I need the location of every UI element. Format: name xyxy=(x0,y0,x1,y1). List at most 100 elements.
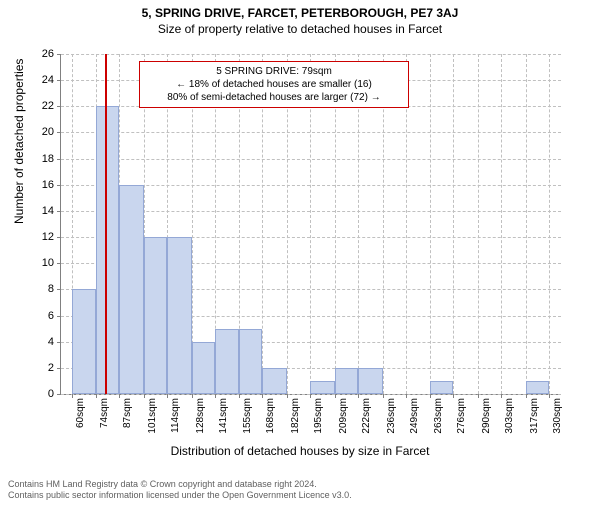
xtick-label: 222sqm xyxy=(361,398,372,434)
xtick-mark xyxy=(310,394,311,398)
xtick-mark xyxy=(262,394,263,398)
gridline-vertical xyxy=(478,54,479,394)
xtick-mark xyxy=(72,394,73,398)
xtick-mark xyxy=(358,394,359,398)
histogram-bar xyxy=(526,381,549,394)
chart-subtitle: Size of property relative to detached ho… xyxy=(0,22,600,36)
xtick-mark xyxy=(383,394,384,398)
histogram-bar xyxy=(239,329,262,394)
footer-line-2: Contains public sector information licen… xyxy=(8,490,352,502)
ytick-mark xyxy=(57,132,61,133)
ytick-mark xyxy=(57,316,61,317)
xtick-label: 317sqm xyxy=(529,398,540,434)
xtick-mark xyxy=(287,394,288,398)
ytick-label: 24 xyxy=(24,74,54,86)
histogram-bar xyxy=(72,289,97,394)
ytick-label: 14 xyxy=(24,205,54,217)
xtick-mark xyxy=(453,394,454,398)
gridline-vertical xyxy=(453,54,454,394)
ytick-label: 8 xyxy=(24,283,54,295)
xtick-label: 141sqm xyxy=(218,398,229,434)
xtick-label: 182sqm xyxy=(290,398,301,434)
histogram-bar xyxy=(215,329,240,394)
histogram-bar xyxy=(335,368,358,394)
xtick-mark xyxy=(119,394,120,398)
chart-area: 60sqm74sqm87sqm101sqm114sqm128sqm141sqm1… xyxy=(60,54,560,394)
xtick-label: 128sqm xyxy=(195,398,206,434)
ytick-label: 16 xyxy=(24,179,54,191)
xtick-mark xyxy=(144,394,145,398)
ytick-label: 4 xyxy=(24,336,54,348)
ytick-label: 12 xyxy=(24,231,54,243)
xtick-label: 290sqm xyxy=(481,398,492,434)
xtick-mark xyxy=(478,394,479,398)
histogram-bar xyxy=(358,368,383,394)
histogram-bar xyxy=(310,381,335,394)
footer-line-1: Contains HM Land Registry data © Crown c… xyxy=(8,479,352,491)
annotation-box: 5 SPRING DRIVE: 79sqm← 18% of detached h… xyxy=(139,61,409,108)
ytick-label: 0 xyxy=(24,388,54,400)
ytick-mark xyxy=(57,54,61,55)
chart-title: 5, SPRING DRIVE, FARCET, PETERBOROUGH, P… xyxy=(0,6,600,20)
xtick-mark xyxy=(501,394,502,398)
gridline-vertical xyxy=(501,54,502,394)
ytick-mark xyxy=(57,159,61,160)
histogram-bar xyxy=(167,237,192,394)
ytick-mark xyxy=(57,368,61,369)
xtick-mark xyxy=(192,394,193,398)
ytick-mark xyxy=(57,289,61,290)
ytick-mark xyxy=(57,394,61,395)
xtick-label: 195sqm xyxy=(313,398,324,434)
xtick-label: 74sqm xyxy=(99,398,110,428)
ytick-mark xyxy=(57,342,61,343)
xtick-label: 101sqm xyxy=(147,398,158,434)
ytick-mark xyxy=(57,80,61,81)
ytick-mark xyxy=(57,263,61,264)
x-axis-label: Distribution of detached houses by size … xyxy=(0,444,600,458)
xtick-label: 87sqm xyxy=(122,398,133,428)
xtick-mark xyxy=(215,394,216,398)
plot-region: 60sqm74sqm87sqm101sqm114sqm128sqm141sqm1… xyxy=(60,54,561,395)
xtick-mark xyxy=(549,394,550,398)
histogram-bar xyxy=(119,185,144,394)
ytick-mark xyxy=(57,106,61,107)
xtick-label: 168sqm xyxy=(265,398,276,434)
xtick-mark xyxy=(430,394,431,398)
xtick-label: 155sqm xyxy=(242,398,253,434)
ytick-label: 2 xyxy=(24,362,54,374)
xtick-mark xyxy=(526,394,527,398)
gridline-vertical xyxy=(526,54,527,394)
gridline-vertical xyxy=(430,54,431,394)
xtick-label: 263sqm xyxy=(433,398,444,434)
xtick-label: 303sqm xyxy=(504,398,515,434)
ytick-mark xyxy=(57,211,61,212)
ytick-label: 20 xyxy=(24,126,54,138)
ytick-mark xyxy=(57,185,61,186)
ytick-label: 18 xyxy=(24,153,54,165)
xtick-mark xyxy=(96,394,97,398)
ytick-label: 22 xyxy=(24,100,54,112)
xtick-mark xyxy=(239,394,240,398)
xtick-mark xyxy=(167,394,168,398)
xtick-label: 60sqm xyxy=(75,398,86,428)
gridline-vertical xyxy=(549,54,550,394)
histogram-bar xyxy=(96,106,119,394)
annotation-line-1: 5 SPRING DRIVE: 79sqm xyxy=(146,65,402,78)
histogram-bar xyxy=(192,342,215,394)
xtick-label: 249sqm xyxy=(409,398,420,434)
ytick-label: 26 xyxy=(24,48,54,60)
xtick-label: 330sqm xyxy=(552,398,563,434)
histogram-bar xyxy=(430,381,453,394)
xtick-label: 236sqm xyxy=(386,398,397,434)
histogram-bar xyxy=(262,368,287,394)
annotation-line-3: 80% of semi-detached houses are larger (… xyxy=(146,91,402,104)
ytick-mark xyxy=(57,237,61,238)
xtick-label: 114sqm xyxy=(170,398,181,433)
histogram-bar xyxy=(144,237,167,394)
footer-attribution: Contains HM Land Registry data © Crown c… xyxy=(8,479,352,502)
xtick-label: 209sqm xyxy=(338,398,349,434)
ytick-label: 6 xyxy=(24,310,54,322)
annotation-line-2: ← 18% of detached houses are smaller (16… xyxy=(146,78,402,91)
xtick-mark xyxy=(335,394,336,398)
xtick-mark xyxy=(406,394,407,398)
